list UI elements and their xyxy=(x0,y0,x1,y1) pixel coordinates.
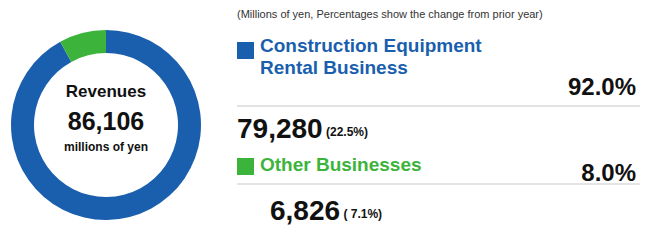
svg-text:Rental Business: Rental Business xyxy=(260,57,408,78)
svg-text:6,826: 6,826 xyxy=(270,195,340,226)
svg-text:millions of yen: millions of yen xyxy=(64,140,148,154)
svg-text:( 7.1%): ( 7.1%) xyxy=(343,207,382,221)
svg-text:Revenues: Revenues xyxy=(66,82,146,101)
svg-text:(22.5%): (22.5%) xyxy=(326,125,368,139)
svg-text:8.0%: 8.0% xyxy=(581,159,636,186)
svg-text:Construction Equipment: Construction Equipment xyxy=(260,35,487,56)
svg-text:92.0%: 92.0% xyxy=(568,73,636,100)
svg-text:(Millions of yen, Percentages: (Millions of yen, Percentages show the c… xyxy=(237,8,543,20)
svg-text:86,106: 86,106 xyxy=(68,107,144,135)
svg-text:79,280: 79,280 xyxy=(237,113,323,144)
svg-text:Other Businesses: Other Businesses xyxy=(260,154,422,175)
